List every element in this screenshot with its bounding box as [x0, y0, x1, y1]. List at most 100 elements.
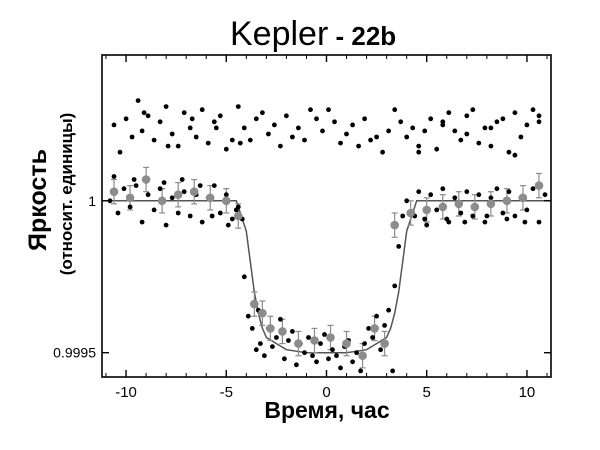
binned-point [422, 205, 432, 215]
data-point [464, 189, 470, 195]
data-point [428, 192, 434, 198]
data-point [444, 216, 450, 222]
data-point [278, 143, 283, 149]
data-point [464, 113, 470, 119]
data-point [350, 122, 355, 128]
binned-point [406, 208, 416, 218]
binned-point [173, 190, 183, 199]
data-point [233, 207, 239, 213]
title-main: Kepler [230, 15, 328, 53]
data-point [175, 210, 181, 216]
data-point [253, 116, 259, 122]
data-point [332, 119, 337, 125]
data-point [121, 186, 127, 192]
data-point [512, 110, 518, 116]
data-point [446, 110, 452, 116]
data-point [157, 186, 163, 192]
data-point [482, 219, 488, 225]
binned-point [380, 339, 389, 348]
binned-point [141, 175, 151, 184]
title-dash: - [328, 21, 351, 51]
data-point [274, 335, 279, 340]
binned-point [342, 339, 351, 348]
data-point [151, 137, 157, 143]
data-point [187, 125, 193, 131]
data-point [530, 107, 536, 113]
data-point [245, 313, 251, 319]
x-tick-label: -5 [220, 384, 233, 401]
data-point [404, 198, 410, 204]
data-point [141, 110, 147, 116]
data-point [133, 183, 139, 189]
binned-point [534, 181, 544, 190]
binned-point [294, 339, 303, 348]
binned-point [390, 220, 400, 230]
data-point [157, 119, 163, 125]
data-point [470, 213, 476, 219]
data-point [193, 134, 199, 140]
data-point [278, 316, 283, 322]
data-point [241, 125, 247, 131]
binned-point [438, 202, 448, 212]
data-point [400, 213, 406, 219]
data-point [320, 128, 325, 134]
binned-point [222, 196, 231, 206]
data-point [217, 113, 223, 119]
data-point [484, 213, 490, 219]
data-point [107, 198, 113, 204]
title-sub: 22b [351, 21, 396, 51]
data-point [145, 113, 151, 119]
data-point [169, 195, 175, 201]
binned-point [109, 187, 119, 196]
data-point [334, 353, 339, 359]
data-point [163, 222, 169, 228]
data-point [356, 143, 361, 149]
data-point [482, 125, 488, 131]
data-point [338, 365, 343, 371]
y-label-sub: (относит. единицы) [57, 113, 76, 276]
data-point [211, 183, 217, 189]
data-point [396, 244, 402, 249]
data-point [205, 140, 211, 146]
ticks: -10 -5 0 5 10 1 0.9995 [53, 55, 551, 401]
data-point [504, 216, 510, 222]
data-point [398, 119, 404, 125]
data-point [440, 119, 446, 125]
data-point [187, 213, 193, 219]
data-point [386, 128, 391, 134]
binned-point [370, 324, 379, 333]
data-point [476, 140, 482, 146]
data-point [338, 140, 343, 146]
data-point [362, 341, 367, 346]
data-point [123, 116, 129, 122]
data-point [422, 128, 428, 134]
data-point [392, 107, 398, 113]
data-point [416, 149, 422, 155]
data-point [115, 210, 121, 216]
chart-title: Kepler - 22b [230, 15, 396, 53]
data-point [506, 189, 512, 195]
binned-point [205, 193, 215, 203]
data-point [145, 192, 151, 198]
data-point [229, 137, 235, 143]
data-point [542, 192, 548, 198]
data-point [428, 116, 434, 122]
data-point [488, 125, 494, 131]
data-point [290, 134, 295, 140]
data-point [488, 195, 494, 201]
data-point [199, 107, 205, 113]
data-point [111, 174, 117, 179]
data-point [308, 107, 313, 113]
y-tick-label: 0.9995 [53, 345, 96, 361]
y-axis-label: Яркость (относит. единицы) [24, 113, 76, 276]
data-point [434, 207, 440, 213]
data-point [330, 347, 335, 353]
data-point [368, 137, 373, 143]
data-point [476, 192, 482, 198]
binned-point [470, 202, 480, 212]
data-point [213, 125, 219, 131]
data-point [326, 107, 331, 113]
data-point [380, 149, 385, 155]
data-point [452, 195, 458, 201]
data-point [189, 116, 195, 122]
